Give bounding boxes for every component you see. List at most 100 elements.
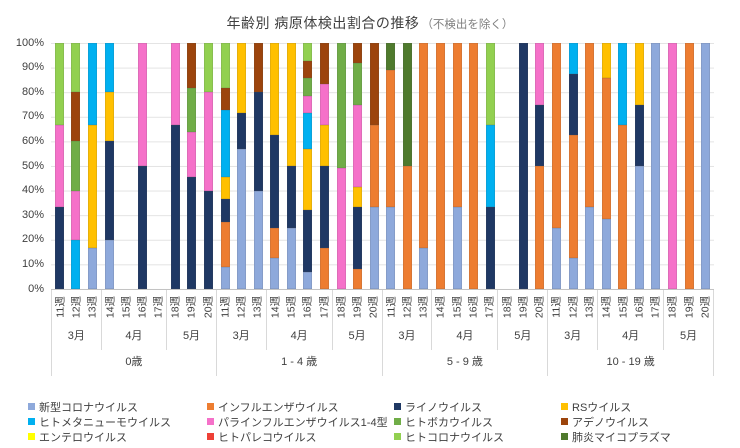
bar-segment xyxy=(419,43,429,248)
week-label: 12週 xyxy=(70,295,83,319)
week-label: 19週 xyxy=(517,295,530,319)
bar-segment xyxy=(303,43,313,61)
bar-segment xyxy=(568,73,578,136)
week-label: 20週 xyxy=(367,295,380,319)
bar-segment xyxy=(104,239,114,289)
week-tick-cell: 18週 xyxy=(664,290,680,324)
legend-label: ヒトメタニューモウイルス xyxy=(39,416,171,429)
bar-segment xyxy=(220,199,230,222)
week-label: 12週 xyxy=(567,295,580,319)
bar-segment xyxy=(601,218,611,289)
bar-segment xyxy=(386,70,396,208)
bar-segment xyxy=(170,124,180,289)
stacked-bar xyxy=(137,43,147,289)
month-label: 5月 xyxy=(514,330,532,342)
stacked-bar xyxy=(353,43,363,289)
y-axis-tick-label: 70% xyxy=(21,110,44,123)
week-label: 18週 xyxy=(501,295,514,319)
y-axis: 0% 10% 20% 30% 40% 50% 60% 70% 80% 90% 100% xyxy=(0,0,46,300)
bar-segment xyxy=(187,177,197,289)
bar-segment xyxy=(353,207,363,269)
legend-swatch xyxy=(28,403,35,410)
bar-segment xyxy=(634,104,644,166)
bar-segment xyxy=(187,43,197,88)
chart-title: 年齢別 病原体検出割合の推移 （不検出を除く） xyxy=(0,13,740,33)
week-label: 13週 xyxy=(417,295,430,319)
bar-segment xyxy=(303,148,313,211)
legend-swatch xyxy=(561,418,568,425)
week-label: 11週 xyxy=(385,296,398,318)
legend-item: ライノウイルス xyxy=(394,399,561,414)
legend-label: ライノウイルス xyxy=(405,401,482,414)
week-label: 12週 xyxy=(235,295,248,319)
stacked-bar xyxy=(71,43,81,289)
month-label: 4月 xyxy=(290,330,308,342)
y-axis-tick-label: 20% xyxy=(21,233,44,246)
bar-segment xyxy=(71,43,81,93)
legend-label: ヒトパレコウイルス xyxy=(218,431,317,444)
stacked-bar xyxy=(237,43,247,289)
week-label: 13週 xyxy=(86,295,99,319)
month-label: 4月 xyxy=(622,330,640,342)
stacked-bar xyxy=(485,43,495,289)
week-tick-cell: 14週 xyxy=(267,290,283,324)
bar-segment xyxy=(535,104,545,166)
legend-swatch xyxy=(207,403,214,410)
stacked-bar xyxy=(618,43,628,289)
week-label: 15週 xyxy=(451,295,464,319)
bar-segment xyxy=(336,168,346,289)
bar-segment xyxy=(253,92,263,191)
bar-segment xyxy=(87,124,97,248)
week-tick-cell: 15週 xyxy=(118,290,134,324)
week-tick-cell: 13週 xyxy=(415,290,431,324)
week-tick-cell: 19週 xyxy=(680,290,696,324)
bar-segment xyxy=(535,166,545,289)
week-label: 16週 xyxy=(467,295,480,319)
y-axis-tick-label: 90% xyxy=(21,61,44,74)
bar-segment xyxy=(54,124,64,208)
week-label: 19週 xyxy=(185,295,198,319)
bar-segment xyxy=(485,43,495,126)
week-label: 12週 xyxy=(401,295,414,319)
bar-segment xyxy=(618,43,628,125)
stacked-bar xyxy=(601,43,611,289)
stacked-bar xyxy=(452,43,462,289)
bar-segment xyxy=(187,132,197,178)
legend-item: 肺炎マイコプラズマ xyxy=(561,429,728,444)
bar-segment xyxy=(651,43,661,289)
week-tick-cell: 11週 xyxy=(217,290,233,324)
stacked-bar xyxy=(54,43,64,289)
age-group-label: 0歳 xyxy=(125,356,143,368)
bar-segment xyxy=(220,43,230,88)
bar-segment xyxy=(137,43,147,166)
legend-label: インフルエンザウイルス xyxy=(218,401,339,414)
bar-segment xyxy=(237,113,247,149)
week-label: 14週 xyxy=(104,295,117,319)
bar-segment xyxy=(203,43,213,93)
week-label: 17週 xyxy=(483,295,496,319)
bar-segment xyxy=(634,43,644,105)
y-axis-tick-label: 60% xyxy=(21,134,44,147)
bar-segment xyxy=(220,221,230,267)
stacked-bar xyxy=(552,43,562,289)
bar-segment xyxy=(319,43,329,84)
week-label: 16週 xyxy=(633,295,646,319)
bar-segment xyxy=(203,92,213,191)
week-tick-cell: 19週 xyxy=(349,290,365,324)
week-label: 13週 xyxy=(251,295,264,319)
y-axis-tick-label: 30% xyxy=(21,208,44,221)
bar-segment xyxy=(237,148,247,289)
bar-segment xyxy=(386,207,396,289)
stacked-bar xyxy=(419,43,429,289)
week-tick-cell: 14週 xyxy=(102,290,118,324)
bar-segment xyxy=(319,166,329,248)
week-tick-cell: 11週 xyxy=(548,290,564,324)
y-axis-tick-label: 50% xyxy=(21,159,44,172)
bar-segment xyxy=(701,43,711,289)
stacked-bar xyxy=(369,43,379,289)
bar-segment xyxy=(452,43,462,208)
bar-segment xyxy=(87,247,97,289)
month-label: 5月 xyxy=(182,330,201,342)
bar-segment xyxy=(452,207,462,289)
legend-swatch xyxy=(561,433,568,440)
